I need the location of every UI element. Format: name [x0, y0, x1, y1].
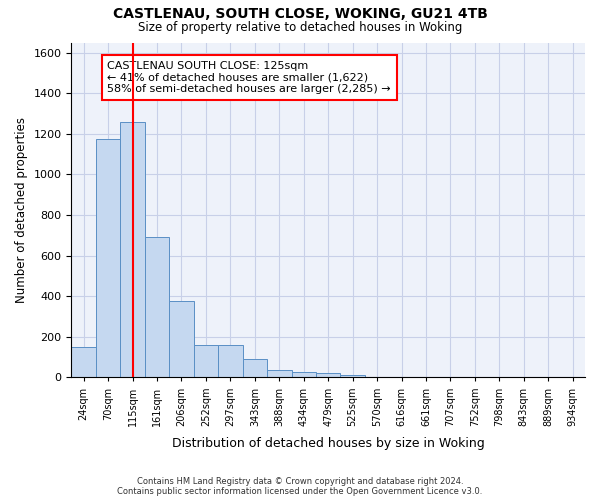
Bar	[218, 345, 242, 378]
X-axis label: Distribution of detached houses by size in Woking: Distribution of detached houses by size …	[172, 437, 485, 450]
Bar	[242, 359, 267, 378]
Bar	[121, 122, 145, 378]
Bar	[145, 238, 169, 378]
Text: Contains HM Land Registry data © Crown copyright and database right 2024.
Contai: Contains HM Land Registry data © Crown c…	[118, 476, 482, 496]
Bar	[71, 346, 96, 378]
Bar	[194, 345, 218, 378]
Bar	[292, 372, 316, 378]
Bar	[340, 376, 365, 378]
Text: Size of property relative to detached houses in Woking: Size of property relative to detached ho…	[138, 21, 462, 34]
Text: CASTLENAU SOUTH CLOSE: 125sqm
← 41% of detached houses are smaller (1,622)
58% o: CASTLENAU SOUTH CLOSE: 125sqm ← 41% of d…	[107, 61, 391, 94]
Bar	[169, 302, 194, 378]
Bar	[267, 370, 292, 378]
Bar	[96, 139, 121, 378]
Text: CASTLENAU, SOUTH CLOSE, WOKING, GU21 4TB: CASTLENAU, SOUTH CLOSE, WOKING, GU21 4TB	[113, 8, 487, 22]
Bar	[316, 374, 340, 378]
Y-axis label: Number of detached properties: Number of detached properties	[15, 117, 28, 303]
